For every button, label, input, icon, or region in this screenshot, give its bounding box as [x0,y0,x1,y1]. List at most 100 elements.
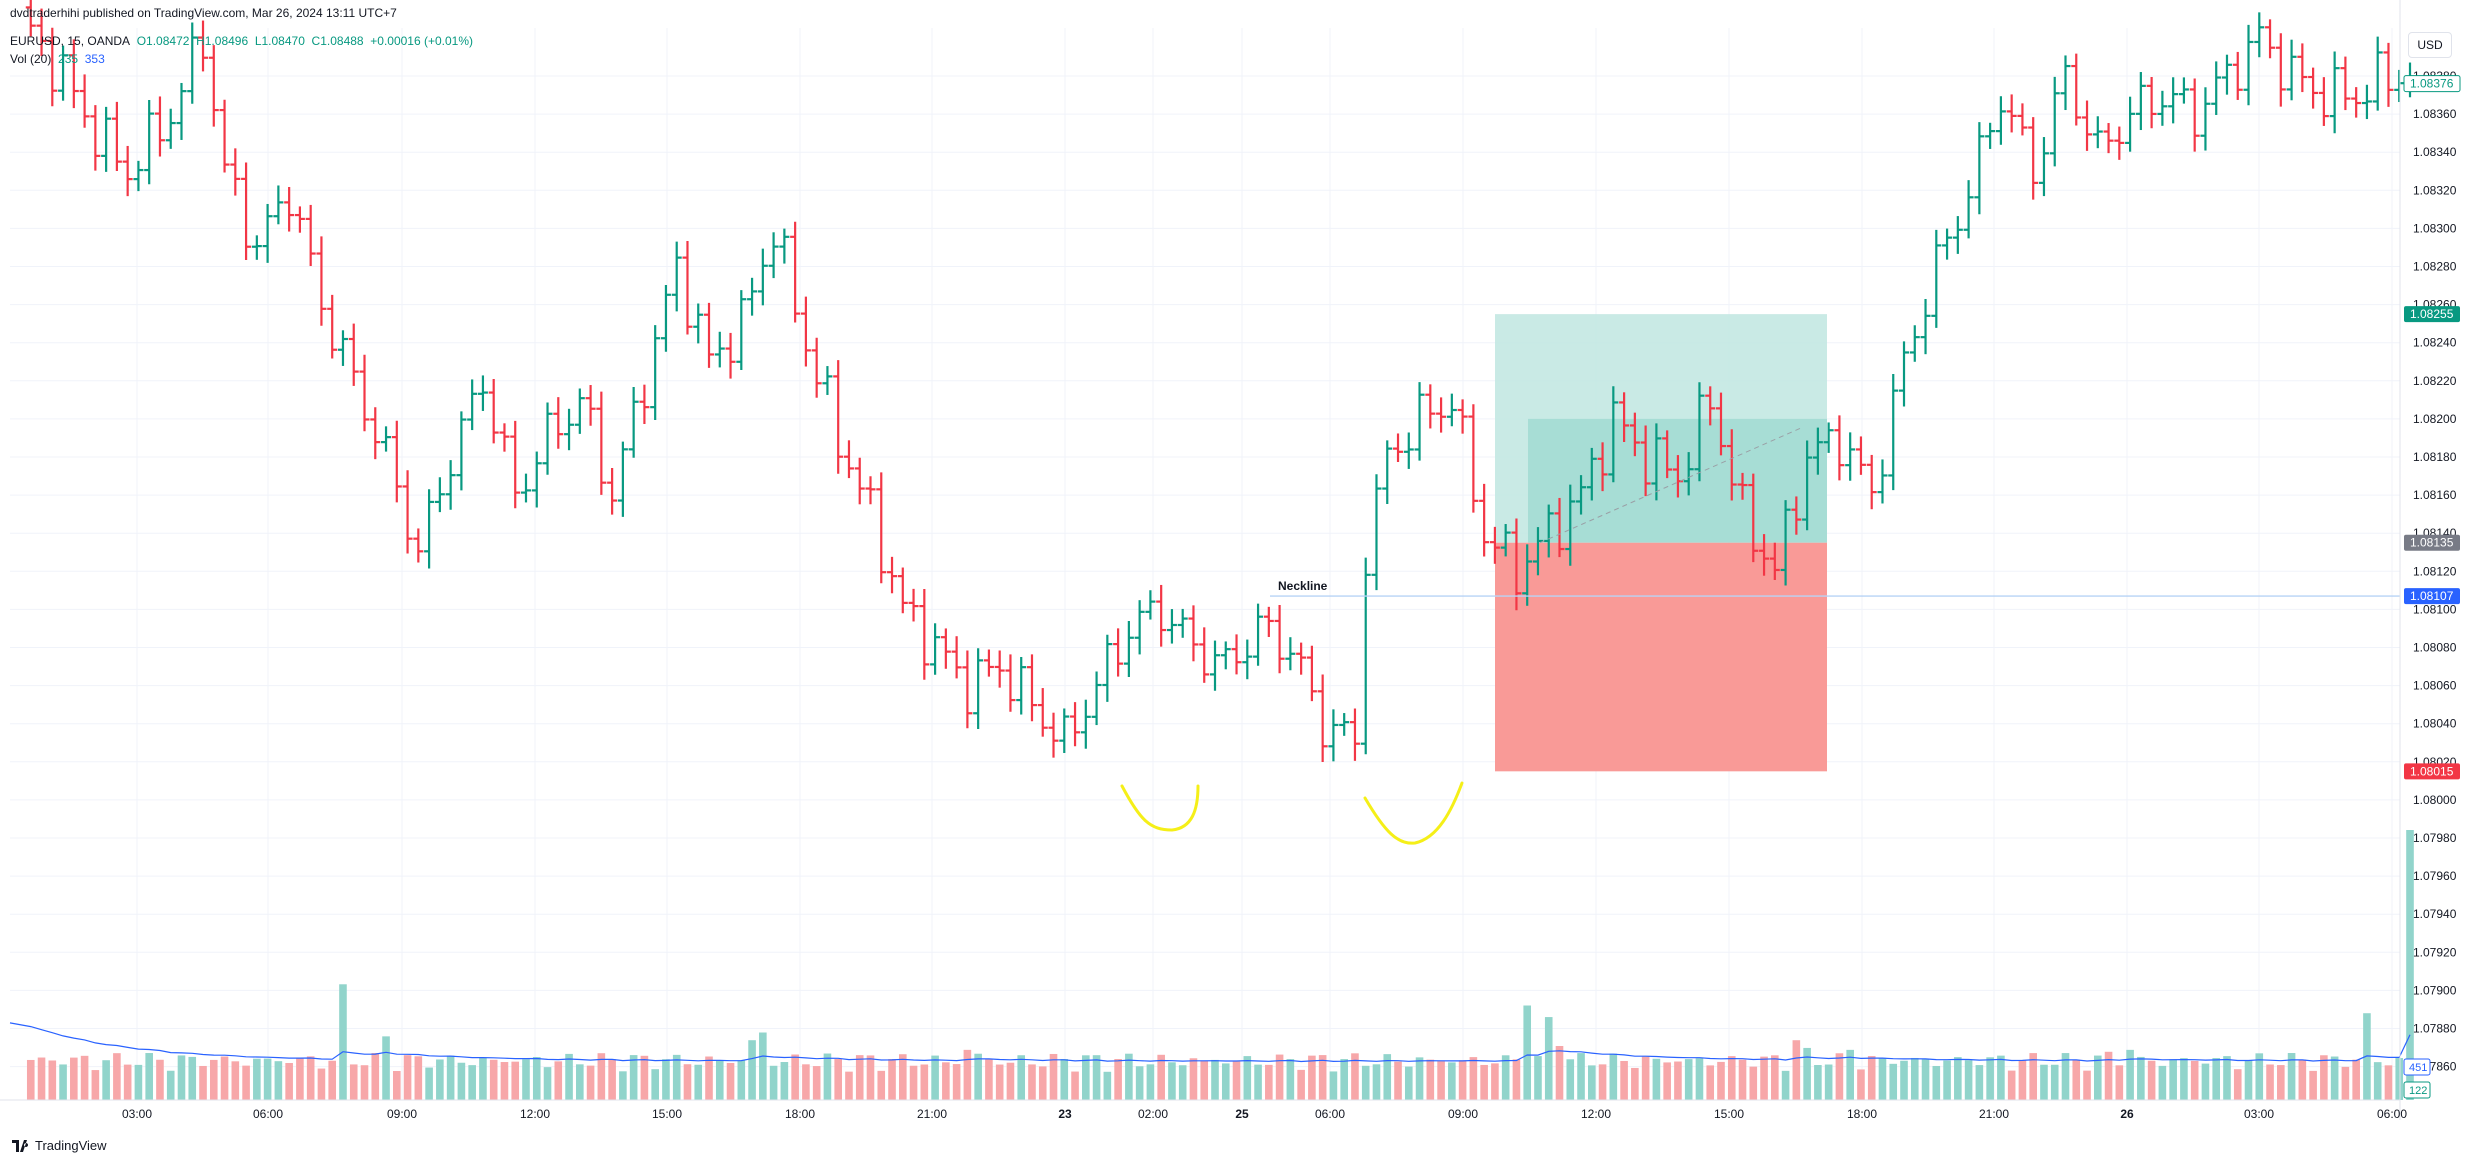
ohlc-bar [327,294,338,359]
volume-badge [2403,1058,2431,1076]
ohlc-bar [1220,641,1231,670]
volume-bar [1749,1066,1758,1100]
volume-bar [651,1069,659,1100]
time-tick-label: 02:00 [1138,1107,1168,1121]
ohlc-bar [1899,341,1910,407]
volume-bar [2266,1064,2274,1100]
ohlc-bar [1769,542,1780,580]
price-tick-label: 1.08240 [2413,336,2457,350]
volume-bar [2018,1060,2027,1100]
volume-bar [909,1065,918,1100]
volume-bar [640,1055,649,1100]
tradingview-logo[interactable]: TradingView [12,1138,107,1153]
volume-bar [371,1053,380,1100]
volume-bar [242,1065,250,1100]
volume-bar [231,1061,240,1100]
volume-bar [414,1056,423,1100]
volume-bar [1114,1058,1122,1100]
volume-label[interactable]: Vol (20) [10,52,52,66]
ohlc-bar [2254,12,2265,58]
ohlc-bar [1877,459,1888,504]
ohlc-bar [122,145,133,197]
volume-ma-line [9,1022,2411,1063]
ohlc-bar [1845,432,1856,481]
price-badge [2403,75,2461,93]
ohlc-bar [79,74,90,128]
volume-bar [1448,1062,1456,1100]
ohlc-bar [1436,397,1447,433]
price-tick-label: 1.08180 [2413,450,2457,464]
volume-bar [769,1065,778,1100]
volume-bar [737,1060,746,1100]
volume-bar [317,1068,326,1100]
ohlc-bar [1748,473,1759,563]
volume-bar [1254,1064,1262,1100]
volume-bar [328,1060,337,1100]
price-badge-label: 1.08376 [2410,77,2454,91]
volume-bar [1383,1054,1392,1100]
currency-button[interactable]: USD [2408,32,2452,58]
neckline-label: Neckline [1278,579,1328,593]
volume-bar [2169,1059,2177,1100]
ohlc-bar [1629,412,1640,457]
volume-bar [1265,1064,1273,1100]
ohlc-bar [1565,484,1576,566]
ohlc-bar [1037,688,1048,737]
volume-bar [145,1053,153,1100]
volume-bar [425,1067,433,1100]
ohlc-bar [596,391,607,495]
ohlc-bar [208,45,219,127]
volume-ma-value: 353 [84,52,105,66]
volume-bar [2384,1065,2393,1100]
ohlc-bar [983,649,994,677]
volume-bar [1458,1060,1467,1100]
volume-bar [2040,1064,2048,1100]
volume-bar [576,1064,584,1100]
price-badge [2404,534,2460,551]
volume-bar [554,1061,563,1100]
ohlc-bar [101,106,112,172]
time-tick-label: 18:00 [1847,1107,1877,1121]
volume-bar [866,1055,875,1100]
ohlc-bar [1780,500,1791,586]
volume-bar [360,1065,369,1100]
time-axis[interactable]: 03:00 06:00 09:00 12:00 15:00 18:00 21:00 23 02:… [0,1099,2407,1121]
volume-bar [1211,1059,1219,1100]
ohlc-bar [413,528,424,563]
volume-bar [2352,1059,2360,1100]
volume-bar [759,1032,767,1100]
volume-bar [2180,1058,2188,1100]
ohlc-bar [2060,55,2071,111]
ohlc-bar [1942,228,1953,260]
volume-bar [1695,1058,1704,1100]
volume-bar [1964,1060,1973,1100]
volume-bar [209,1059,218,1100]
ohlc-bar [359,354,370,432]
volume-bar [177,1055,186,1100]
volume-badge-label: 122 [2409,1085,2427,1097]
volume-bar [715,1061,724,1100]
ohlc-bar [865,476,876,505]
volume-bar [543,1067,552,1100]
ohlc-bar [241,162,252,260]
symbol-label[interactable]: EURUSD, 15, OANDA [10,34,131,48]
volume-bar [1867,1056,1876,1100]
ohlc-bar [940,628,951,669]
volume-bar [1684,1059,1693,1100]
volume-bar [1588,1065,1596,1100]
ohlc-bar [1759,534,1770,576]
ohlc-bar [1446,393,1457,427]
volume-bar [1566,1059,1575,1100]
ohlc-bar [919,588,930,680]
volume-bar [1846,1049,1854,1100]
volume-bar [134,1064,143,1100]
ohlc-bar [2135,72,2146,131]
ohlc-bar [747,277,758,316]
volume-bar [166,1070,175,1100]
volume-value: 235 [58,52,79,66]
ohlc-bar [1597,442,1608,492]
volume-bar [2395,1058,2404,1100]
volume-bar [1189,1058,1198,1100]
ohlc-bar [1113,628,1124,677]
